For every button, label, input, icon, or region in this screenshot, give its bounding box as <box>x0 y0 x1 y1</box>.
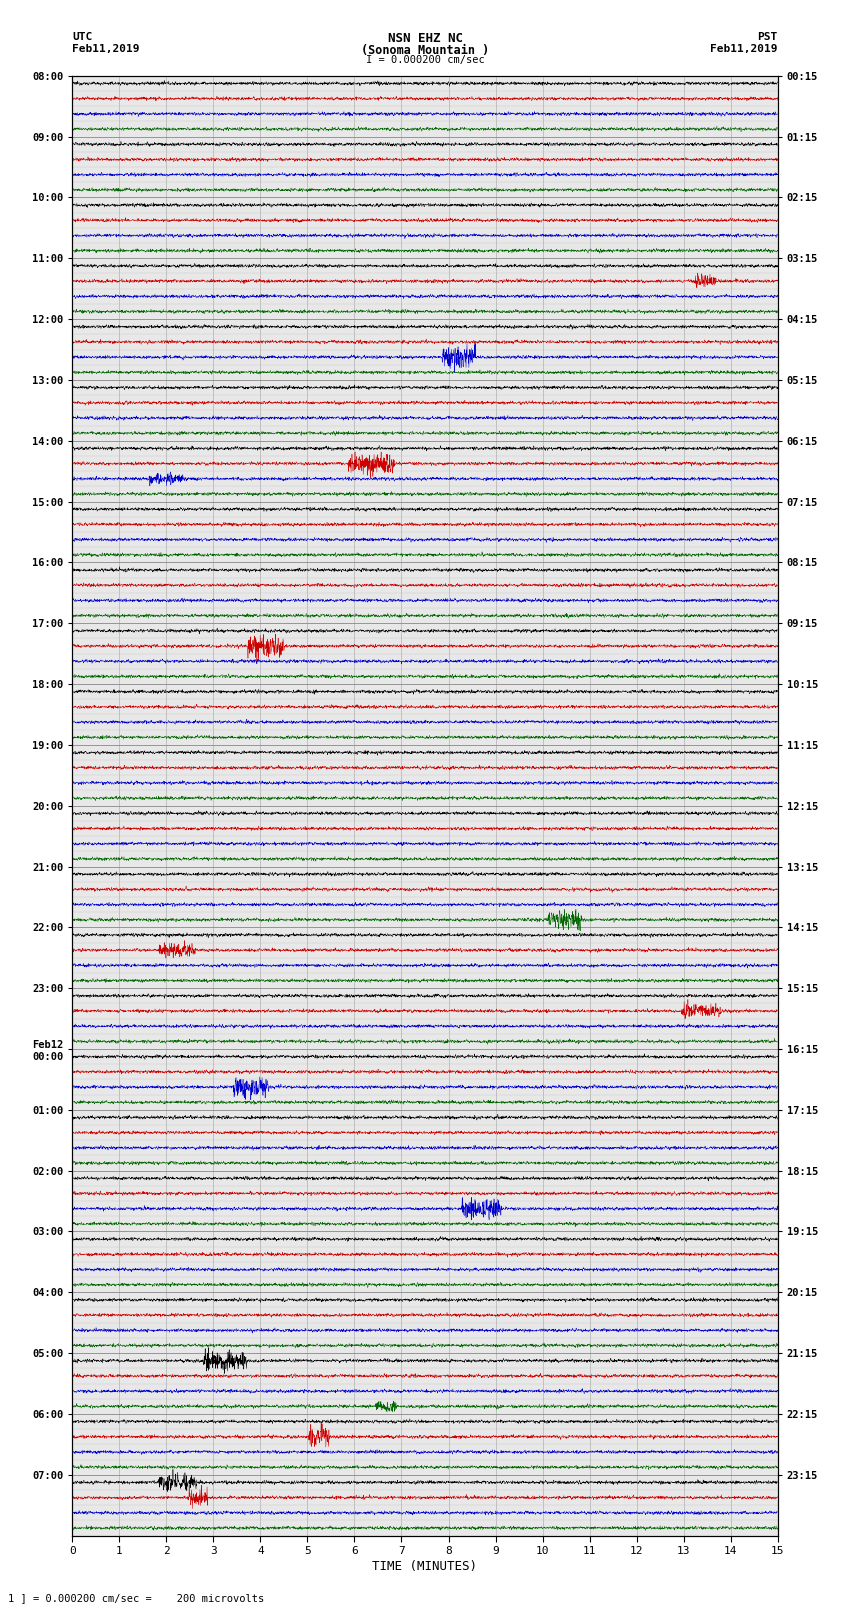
Text: PST: PST <box>757 32 778 42</box>
Text: 1 ] = 0.000200 cm/sec =    200 microvolts: 1 ] = 0.000200 cm/sec = 200 microvolts <box>8 1594 264 1603</box>
Text: UTC: UTC <box>72 32 93 42</box>
X-axis label: TIME (MINUTES): TIME (MINUTES) <box>372 1560 478 1573</box>
Text: NSN EHZ NC: NSN EHZ NC <box>388 32 462 45</box>
Text: (Sonoma Mountain ): (Sonoma Mountain ) <box>361 44 489 56</box>
Text: Feb11,2019: Feb11,2019 <box>72 44 139 53</box>
Text: I = 0.000200 cm/sec: I = 0.000200 cm/sec <box>366 55 484 65</box>
Text: Feb11,2019: Feb11,2019 <box>711 44 778 53</box>
